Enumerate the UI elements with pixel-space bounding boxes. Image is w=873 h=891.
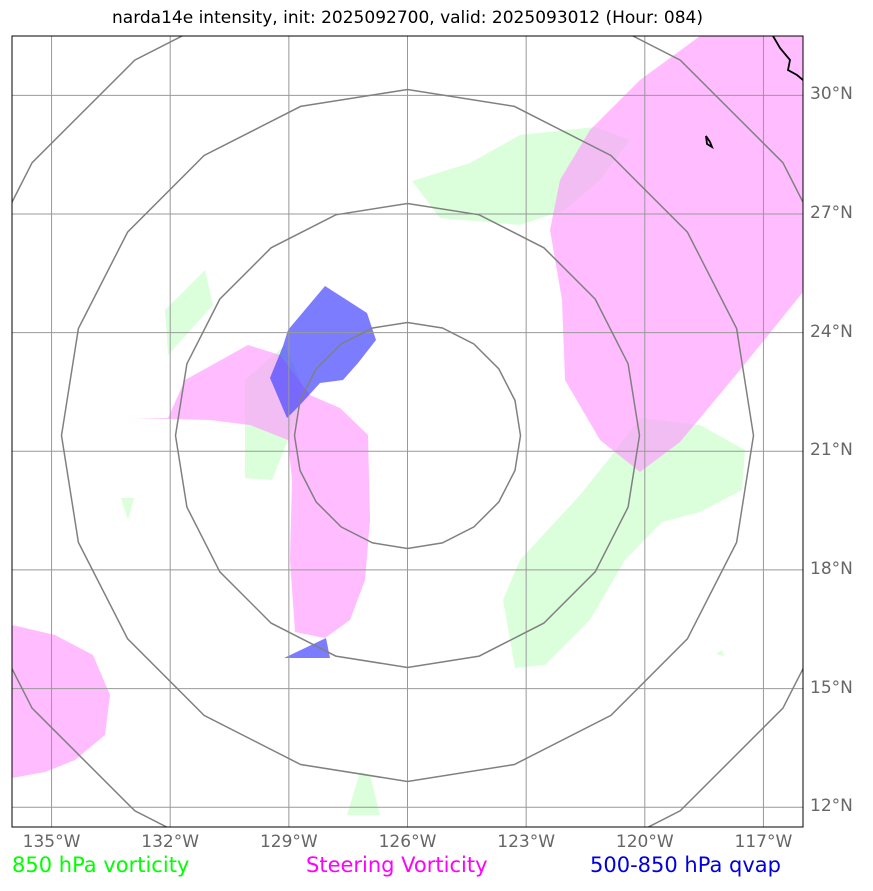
graticule	[12, 36, 803, 827]
longitude-label: 117°W	[734, 832, 793, 852]
vorticity-850-region	[121, 498, 134, 520]
longitude-label: 123°W	[497, 832, 556, 852]
latitude-label: 27°N	[810, 202, 853, 223]
steering-vorticity-region	[12, 625, 110, 778]
latitude-label: 30°N	[810, 84, 853, 105]
qvap-region	[270, 286, 376, 418]
coastline-mainland	[772, 36, 803, 81]
vorticity-850-region	[716, 650, 724, 656]
vorticity-850-region	[503, 418, 745, 668]
longitude-label: 135°W	[22, 832, 81, 852]
longitude-label: 120°W	[615, 832, 674, 852]
longitude-label: 126°W	[378, 832, 437, 852]
range-ring	[60, 88, 755, 783]
vorticity-850-region	[165, 270, 213, 355]
latitude-label: 18°N	[810, 558, 853, 579]
map-title: narda14e intensity, init: 2025092700, va…	[112, 8, 703, 28]
map-frame	[11, 35, 804, 828]
range-ring	[293, 321, 522, 550]
legend-850-vorticity: 850 hPa vorticity	[12, 853, 190, 877]
vorticity-850-region	[347, 772, 380, 815]
coastline-island	[705, 135, 714, 150]
latitude-label: 24°N	[810, 321, 853, 342]
steering-vorticity-region	[133, 345, 370, 638]
steering-vorticity-region	[550, 36, 803, 472]
longitude-label: 132°W	[141, 832, 200, 852]
qvap-region	[284, 638, 330, 658]
coastline	[705, 36, 803, 150]
legend-qvap: 500-850 hPa qvap	[590, 853, 781, 877]
longitude-label: 129°W	[259, 832, 318, 852]
qvap-contours	[270, 286, 376, 658]
steering-vorticity-contours	[12, 36, 803, 778]
latitude-label: 12°N	[810, 796, 853, 817]
latitude-label: 15°N	[810, 677, 853, 698]
latitude-label: 21°N	[810, 440, 853, 461]
legend-steering-vorticity: Steering Vorticity	[306, 853, 488, 877]
range-ring	[174, 202, 641, 669]
